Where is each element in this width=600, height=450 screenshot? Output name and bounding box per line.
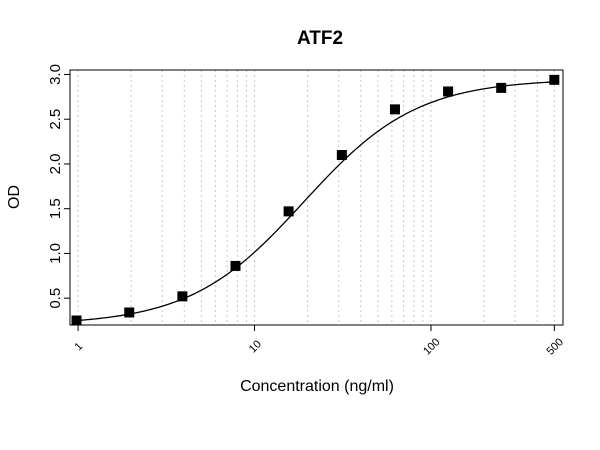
x-tick-label: 10 <box>247 338 264 355</box>
data-point <box>124 307 135 318</box>
data-point <box>283 206 294 217</box>
data-point <box>549 74 560 85</box>
plot-frame <box>69 69 564 326</box>
y-tick-label: 1.5 <box>47 198 64 219</box>
data-point <box>177 291 188 302</box>
data-point <box>230 260 241 271</box>
chart-title: ATF2 <box>297 28 343 49</box>
y-tick-label: 2.0 <box>47 154 64 175</box>
x-axis-title: Concentration (ng/ml) <box>240 378 394 395</box>
x-tick-label: 100 <box>421 336 442 357</box>
y-tick-label: 3.0 <box>47 64 64 85</box>
y-tick-label: 0.5 <box>47 288 64 309</box>
data-point <box>71 315 82 326</box>
fit-curve <box>74 81 556 322</box>
data-point <box>389 104 400 115</box>
data-points <box>71 74 560 326</box>
data-point <box>336 150 347 160</box>
x-tick-label: 1 <box>73 340 86 353</box>
grid <box>77 70 555 325</box>
y-tick-label: 2.5 <box>47 109 64 130</box>
y-axis-title: OD <box>6 185 23 209</box>
x-axis: 1 10 100 500 <box>73 325 566 358</box>
y-tick-label: 1.0 <box>47 243 64 264</box>
data-point <box>443 86 454 97</box>
y-axis: 0.5 1.0 1.5 2.0 2.5 3.0 <box>47 64 70 309</box>
data-point <box>496 82 507 93</box>
x-tick-label: 500 <box>544 336 565 357</box>
